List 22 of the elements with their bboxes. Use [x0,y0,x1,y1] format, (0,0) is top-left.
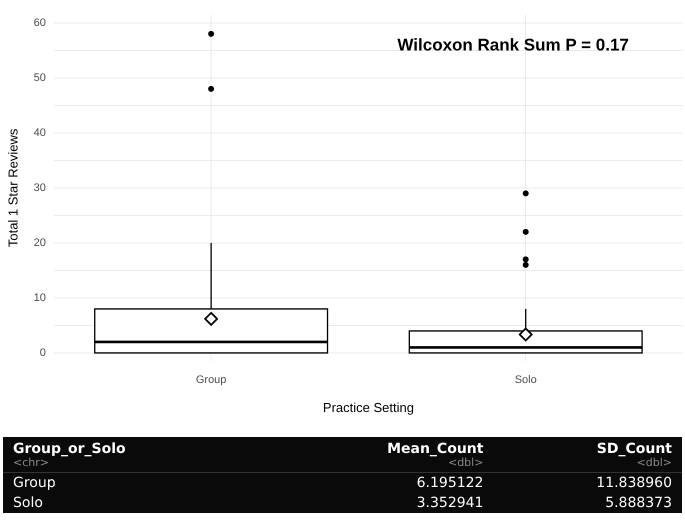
y-axis-title: Total 1 Star Reviews [5,128,20,248]
x-axis-title: Practice Setting [322,400,414,415]
y-tick-label: 20 [34,236,46,249]
y-tick-label: 60 [34,16,46,29]
text: <chr> [3,456,264,472]
y-tick-label: 0 [40,346,46,359]
text: Group_or_Solo [12,440,127,457]
text: 3.352941 [416,494,484,513]
text: Mean_Count [386,440,484,457]
text: 6.195122 [416,474,484,493]
text: 5.888373 [604,494,673,513]
annotation: Wilcoxon Rank Sum P = 0.17 [397,35,629,54]
text: <dbl> [264,456,494,472]
y-tick-label: 30 [34,182,46,194]
text: Group [12,474,57,493]
text: <dbl> [493,456,682,472]
y-tick-label: 10 [34,292,46,304]
y-tick-label: 40 [34,126,46,139]
text: SD_Count [596,440,673,457]
y-tick-label: 50 [34,72,46,84]
text: Solo [12,494,44,513]
text: 11.838960 [595,474,673,493]
